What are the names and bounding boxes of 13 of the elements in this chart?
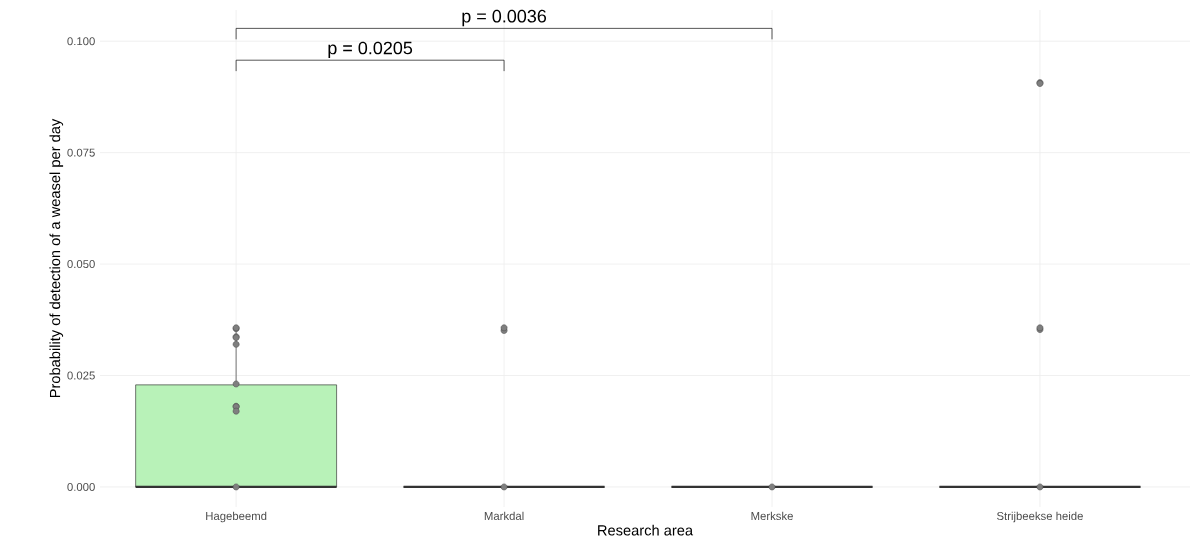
x-tick-label: Merkske [751, 511, 793, 521]
x-tick-label: Strijbeekse heide [997, 511, 1083, 523]
x-axis-title: Research area [598, 524, 694, 536]
y-tick-label: 0.050 [67, 260, 95, 269]
annotation: p = 0.0036 [462, 9, 547, 27]
y-axis-title: Probability of detection of a weasel per day [49, 118, 64, 398]
y-tick-label: 0.000 [67, 482, 95, 491]
x-tick-label: Markdal [484, 511, 524, 521]
y-tick-label: 0.100 [67, 37, 95, 46]
annotation: p = 0.0205 [328, 41, 413, 58]
x-tick-label: Hagebeemd [206, 511, 267, 523]
y-tick-label: 0.025 [67, 371, 95, 380]
y-tick-label: 0.075 [67, 148, 95, 157]
